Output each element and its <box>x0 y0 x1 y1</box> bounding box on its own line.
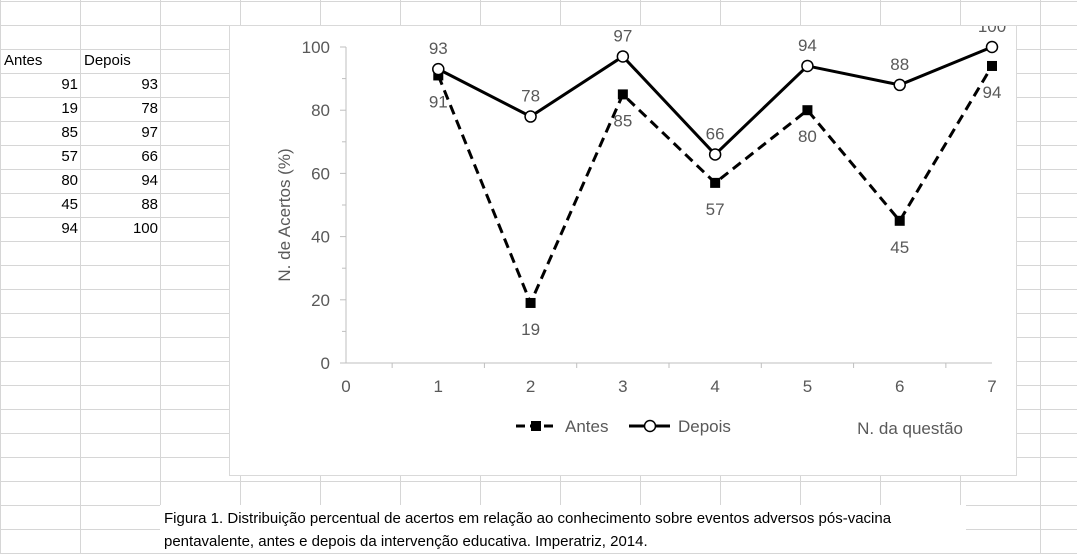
y-axis-title: N. de Acertos (%) <box>275 148 294 281</box>
data-label-depois: 94 <box>798 36 817 55</box>
series-antes-point <box>617 89 628 100</box>
x-tick-label: 3 <box>618 377 627 396</box>
series-antes-point <box>525 297 536 308</box>
data-label-antes: 91 <box>429 92 448 111</box>
caption-line-1: Figura 1. Distribuição percentual de ace… <box>164 510 892 527</box>
y-tick-label: 40 <box>311 228 330 247</box>
series-antes-point <box>894 215 905 226</box>
y-tick-label: 80 <box>311 101 330 120</box>
series-antes-point <box>433 70 444 81</box>
series-antes-point <box>802 105 813 116</box>
data-label-antes: 85 <box>613 111 632 130</box>
data-label-depois: 78 <box>521 87 540 106</box>
table-cell[interactable]: 97 <box>141 124 158 141</box>
caption-line-2: pentavalente, antes e depois da interven… <box>164 533 648 550</box>
table-cell[interactable]: 100 <box>132 220 158 237</box>
x-tick-label: 2 <box>526 377 535 396</box>
data-label-depois: 66 <box>706 124 725 143</box>
table-cell[interactable]: 19 <box>61 100 78 117</box>
table-cell[interactable]: 57 <box>61 148 78 165</box>
legend-depois-marker <box>643 419 657 433</box>
series-antes-point <box>710 177 721 188</box>
x-tick-label: 6 <box>895 377 904 396</box>
table-cell[interactable]: 91 <box>61 76 78 93</box>
table-cell[interactable]: 85 <box>61 124 78 141</box>
legend-antes-label: Antes <box>565 417 608 436</box>
series-depois-point <box>893 78 906 92</box>
data-label-antes: 94 <box>983 83 1002 102</box>
table-cell[interactable]: 94 <box>141 172 158 189</box>
series-depois-point <box>985 40 999 54</box>
table-cell[interactable]: 78 <box>141 100 158 117</box>
x-axis-title: N. da questão <box>857 419 963 438</box>
table-cell[interactable]: 80 <box>61 172 78 189</box>
x-tick-label: 7 <box>987 377 996 396</box>
legend-antes-marker <box>531 421 541 431</box>
line-chart[interactable]: 0 20 40 60 80 100 0 1 2 3 4 5 6 7 N. de Acertos (%) N. … <box>229 25 1017 476</box>
data-label-antes: 19 <box>521 320 540 339</box>
series-depois-point <box>801 59 814 73</box>
data-label-depois: 88 <box>890 55 909 74</box>
x-tick-label: 1 <box>434 377 443 396</box>
legend-depois-label: Depois <box>678 417 731 436</box>
x-tick-label: 4 <box>710 377 719 396</box>
data-label-antes: 45 <box>890 238 909 257</box>
x-tick-label: 5 <box>803 377 812 396</box>
header-antes[interactable]: Antes <box>4 52 43 69</box>
series-depois-point <box>524 110 537 123</box>
y-tick-label: 0 <box>321 354 330 373</box>
data-label-antes: 57 <box>706 200 725 219</box>
data-label-depois: 93 <box>429 39 448 58</box>
figure-caption[interactable]: Figura 1. Distribuição percentual de ace… <box>160 505 966 553</box>
table-cell[interactable]: 94 <box>61 220 78 237</box>
data-label-depois: 97 <box>613 26 632 45</box>
table-cell[interactable]: 88 <box>141 196 158 213</box>
series-depois-point <box>432 62 445 76</box>
series-antes-point <box>987 60 997 71</box>
y-tick-label: 100 <box>302 38 330 57</box>
series-depois-point <box>616 50 630 63</box>
table-cell[interactable]: 66 <box>141 148 158 165</box>
table-cell[interactable]: 45 <box>61 196 78 213</box>
header-depois[interactable]: Depois <box>84 52 131 69</box>
table-cell[interactable]: 93 <box>141 76 158 93</box>
y-tick-label: 20 <box>311 291 330 310</box>
data-label-antes: 80 <box>798 127 817 146</box>
y-tick-label: 60 <box>311 164 330 183</box>
x-tick-label: 0 <box>341 377 350 396</box>
data-label-depois: 100 <box>978 26 1006 36</box>
series-depois-point <box>708 148 722 161</box>
